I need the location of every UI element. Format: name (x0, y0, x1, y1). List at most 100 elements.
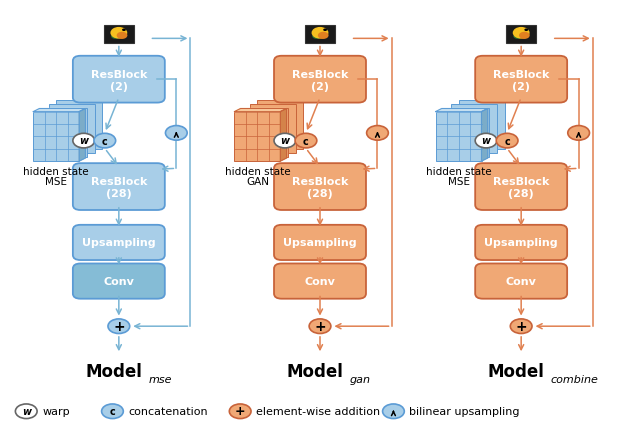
Text: +: + (314, 319, 326, 333)
Text: element-wise addition: element-wise addition (256, 406, 380, 416)
Circle shape (496, 134, 518, 148)
Circle shape (524, 29, 528, 32)
Text: ResBlock: ResBlock (493, 70, 549, 80)
Circle shape (367, 126, 388, 141)
FancyBboxPatch shape (274, 57, 366, 103)
Bar (41, 108, 87, 158)
Circle shape (73, 134, 95, 148)
Text: Upsampling: Upsampling (484, 238, 558, 248)
FancyBboxPatch shape (274, 264, 366, 299)
Text: ResBlock: ResBlock (292, 70, 348, 80)
Text: c: c (109, 406, 115, 416)
FancyBboxPatch shape (475, 57, 567, 103)
Text: combine: combine (550, 374, 598, 384)
Circle shape (166, 126, 187, 141)
Text: w: w (22, 406, 31, 416)
Text: Model: Model (287, 362, 343, 381)
Bar (257, 101, 303, 150)
Text: hidden state: hidden state (426, 167, 492, 177)
Circle shape (309, 319, 331, 334)
FancyBboxPatch shape (274, 164, 366, 211)
FancyBboxPatch shape (73, 57, 165, 103)
Ellipse shape (318, 33, 328, 40)
Bar (459, 101, 504, 150)
FancyBboxPatch shape (73, 225, 165, 261)
Bar (250, 104, 296, 154)
Ellipse shape (116, 33, 127, 40)
Text: (28): (28) (508, 189, 534, 199)
Text: (2): (2) (110, 82, 128, 92)
Text: w: w (79, 136, 88, 146)
Polygon shape (481, 109, 488, 162)
Text: GAN: GAN (246, 176, 269, 186)
Text: +: + (235, 404, 246, 418)
Text: Conv: Conv (305, 276, 335, 286)
Circle shape (15, 404, 37, 418)
Bar (444, 108, 489, 158)
Text: concatenation: concatenation (129, 406, 208, 416)
Text: +: + (113, 319, 125, 333)
Ellipse shape (519, 33, 530, 40)
Circle shape (94, 134, 116, 148)
Circle shape (323, 29, 327, 32)
Text: c: c (102, 136, 108, 146)
Text: Conv: Conv (104, 276, 134, 286)
Bar (436, 112, 481, 162)
Circle shape (295, 134, 317, 148)
Text: ResBlock: ResBlock (91, 70, 147, 80)
Polygon shape (79, 109, 85, 162)
Text: ResBlock: ResBlock (91, 177, 147, 187)
FancyBboxPatch shape (274, 225, 366, 261)
Bar (451, 104, 497, 154)
Circle shape (568, 126, 589, 141)
Text: c: c (303, 136, 309, 146)
FancyBboxPatch shape (475, 164, 567, 211)
Text: warp: warp (42, 406, 70, 416)
Bar (56, 101, 102, 150)
Text: gan: gan (349, 374, 371, 384)
Polygon shape (280, 109, 287, 162)
Text: w: w (481, 136, 490, 146)
Ellipse shape (111, 34, 120, 40)
Ellipse shape (312, 34, 321, 40)
Text: Model: Model (488, 362, 545, 381)
Text: ResBlock: ResBlock (493, 177, 549, 187)
Circle shape (383, 404, 404, 418)
Polygon shape (33, 109, 85, 112)
Text: MSE: MSE (447, 176, 470, 186)
Text: (2): (2) (512, 82, 530, 92)
Circle shape (122, 29, 126, 32)
FancyBboxPatch shape (73, 164, 165, 211)
Bar (234, 112, 280, 162)
Text: hidden state: hidden state (24, 167, 89, 177)
Circle shape (229, 404, 251, 418)
Bar (242, 108, 288, 158)
Text: (28): (28) (307, 189, 333, 199)
Text: Upsampling: Upsampling (283, 238, 357, 248)
Text: Model: Model (85, 362, 142, 381)
Bar (305, 26, 335, 44)
Text: ResBlock: ResBlock (292, 177, 348, 187)
Circle shape (108, 319, 130, 334)
FancyBboxPatch shape (73, 264, 165, 299)
Bar (506, 26, 536, 44)
Text: bilinear upsampling: bilinear upsampling (410, 406, 520, 416)
Ellipse shape (111, 28, 127, 40)
Bar (49, 104, 95, 154)
Text: (2): (2) (311, 82, 329, 92)
Ellipse shape (513, 34, 523, 40)
Bar (33, 112, 79, 162)
Circle shape (510, 319, 532, 334)
Polygon shape (436, 109, 488, 112)
FancyBboxPatch shape (475, 264, 567, 299)
Circle shape (475, 134, 497, 148)
Ellipse shape (312, 28, 328, 40)
Text: Upsampling: Upsampling (82, 238, 156, 248)
Text: mse: mse (148, 374, 172, 384)
Bar (104, 26, 134, 44)
Circle shape (274, 134, 296, 148)
Polygon shape (234, 109, 287, 112)
Text: MSE: MSE (45, 176, 67, 186)
Text: (28): (28) (106, 189, 132, 199)
Ellipse shape (513, 28, 529, 40)
